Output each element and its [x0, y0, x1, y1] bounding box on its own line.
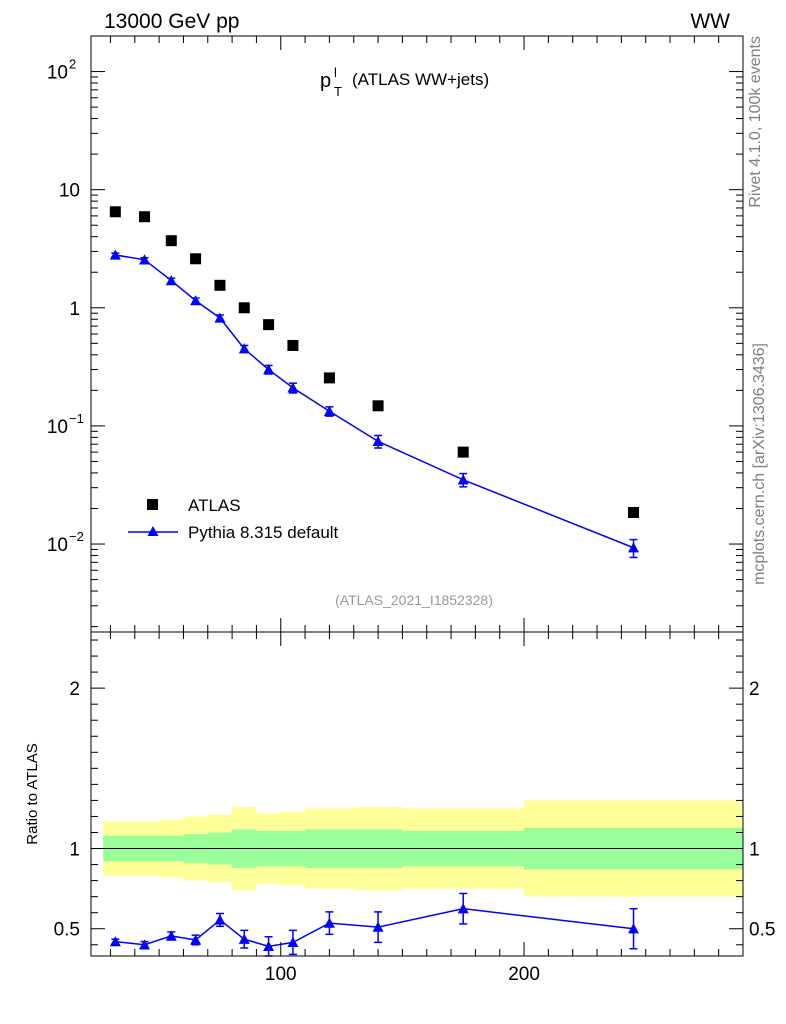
main-y-tick-label: 10: [59, 181, 80, 202]
mc-point: [263, 364, 275, 375]
ratio-point: [628, 923, 640, 934]
ratio-point: [287, 936, 299, 948]
mc-point: [165, 275, 177, 286]
ratio-line: [115, 907, 634, 948]
ratio-point: [238, 933, 250, 944]
y-tick-exp: 2: [69, 57, 76, 72]
ratio-y-tick-label-left: 2: [69, 679, 80, 700]
title-symbol-sup: l: [334, 65, 337, 80]
ratio-point: [139, 939, 151, 950]
data-point: [372, 400, 384, 412]
mc-point: [139, 254, 151, 265]
plot-title: p l T (ATLAS WW+jets): [320, 65, 489, 99]
data-point: [109, 206, 121, 218]
title-text: (ATLAS WW+jets): [352, 70, 489, 89]
ratio-point: [263, 940, 275, 952]
data-point: [457, 446, 469, 458]
ratio-point: [190, 934, 202, 945]
ratio-y-tick-label-left: 0.5: [54, 920, 80, 941]
main-marks: [109, 206, 640, 559]
data-point: [214, 279, 226, 291]
main-y-tick-label: 10 2: [47, 57, 76, 84]
y-tick-base: 10: [47, 63, 68, 84]
ratio-point: [165, 930, 177, 941]
data-point: [165, 235, 177, 247]
ratio-axes: 100 200 0.5 0.5 1 1 2 2: [54, 632, 775, 985]
legend-mc-marker: [147, 526, 159, 536]
mc-point: [109, 249, 121, 260]
mc-line: [115, 254, 634, 549]
mc-point: [628, 542, 640, 553]
ratio-y-tick-label-right: 0.5: [749, 920, 775, 941]
y-tick-exp: −2: [69, 529, 84, 544]
ratio-y-tick-label-right: 2: [749, 679, 760, 700]
y-tick-base: 10: [59, 181, 80, 202]
mc-point: [372, 435, 384, 447]
ratio-point: [372, 921, 384, 932]
legend-data-label: ATLAS: [188, 496, 241, 515]
legend: ATLAS Pythia 8.315 default: [128, 496, 339, 542]
ratio-point: [457, 903, 469, 914]
title-symbol-base: p: [320, 70, 331, 92]
data-point: [139, 211, 151, 223]
main-y-tick-label: 1: [69, 299, 80, 320]
side-mcplots: mcplots.cern.ch [arXiv:1306.3436]: [751, 343, 768, 585]
ratio-point: [214, 914, 226, 925]
mc-point: [238, 343, 250, 354]
ratio-y-tick-label-right: 1: [749, 840, 760, 861]
data-point: [263, 319, 275, 331]
ratio-marks: [109, 892, 640, 957]
mc-point: [457, 474, 469, 485]
header-left: 13000 GeV pp: [104, 10, 239, 33]
analysis-id: (ATLAS_2021_I1852328): [335, 592, 493, 608]
mc-point: [287, 382, 299, 393]
header-right: WW: [690, 10, 730, 33]
mc-point: [214, 312, 226, 323]
legend-data-marker: [147, 499, 158, 510]
mc-point: [323, 405, 335, 416]
ratio-frame: [90, 631, 744, 957]
main-y-tick-label: 10 −1: [47, 411, 84, 438]
y-tick-base: 10: [47, 535, 68, 556]
y-tick-exp: −1: [69, 411, 84, 426]
main-frame: [90, 35, 744, 633]
data-point: [323, 372, 335, 384]
data-point: [287, 339, 299, 351]
ratio-bands: [91, 800, 743, 897]
ratio-point: [323, 917, 335, 928]
ratio-ylabel: Ratio to ATLAS: [24, 743, 41, 844]
legend-mc-label: Pythia 8.315 default: [188, 523, 339, 542]
ratio-point: [109, 936, 121, 947]
data-point: [628, 506, 640, 518]
title-symbol-sub: T: [334, 84, 342, 99]
y-tick-base: 1: [69, 299, 80, 320]
main-y-tick-label: 10 −2: [47, 529, 84, 556]
x-tick-label: 200: [508, 964, 540, 985]
side-rivet: Rivet 4.1.0, 100k events: [747, 36, 764, 208]
y-tick-base: 10: [47, 417, 68, 438]
data-point: [238, 302, 250, 314]
x-tick-label: 100: [265, 964, 297, 985]
mc-point: [190, 295, 202, 306]
data-point: [190, 253, 202, 265]
ratio-y-tick-label-left: 1: [69, 840, 80, 861]
